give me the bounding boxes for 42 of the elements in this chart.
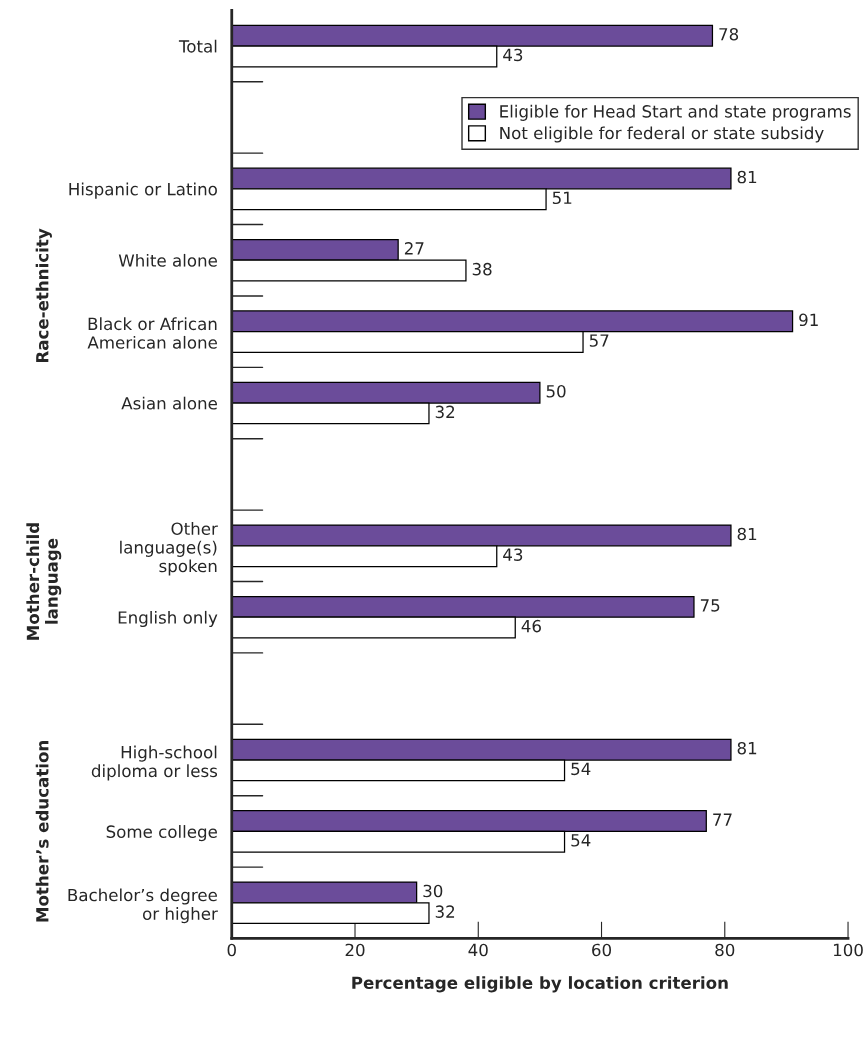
legend-label: Eligible for Head Start and state programs bbox=[500, 104, 851, 121]
x-tick-label: 40 bbox=[468, 943, 488, 957]
y-tick-label: English only bbox=[118, 610, 218, 628]
data-label: 43 bbox=[503, 548, 523, 562]
data-label: 32 bbox=[435, 405, 455, 419]
data-label: 54 bbox=[571, 834, 591, 847]
y-tick-label: High-school diploma or less bbox=[91, 745, 218, 781]
data-label: 78 bbox=[719, 27, 739, 41]
x-tick-label: 60 bbox=[592, 943, 612, 957]
data-label: 57 bbox=[589, 334, 609, 347]
y-tick-label: Black or African American alone bbox=[87, 317, 217, 349]
y-tick-label: Other language(s) spoken bbox=[120, 522, 218, 576]
data-label: 32 bbox=[435, 905, 455, 918]
data-label: 38 bbox=[472, 262, 492, 276]
data-label: 91 bbox=[799, 313, 818, 327]
y-tick-label: Some college bbox=[106, 825, 217, 842]
data-label: 75 bbox=[700, 599, 720, 612]
data-label: 27 bbox=[404, 242, 424, 255]
text: Mother’s education bbox=[35, 741, 49, 922]
data-label: 54 bbox=[571, 762, 591, 776]
data-label: 81 bbox=[737, 527, 757, 541]
x-axis-title: Percentage eligible by location criterion bbox=[352, 976, 728, 993]
y-tick-label: Total bbox=[178, 39, 217, 53]
text: Race-ethnicity bbox=[35, 228, 52, 363]
data-label: 81 bbox=[737, 741, 757, 755]
data-label: 43 bbox=[503, 48, 523, 62]
data-label: 50 bbox=[546, 384, 566, 398]
data-label: 77 bbox=[713, 813, 732, 826]
text: Mother-child language bbox=[26, 523, 62, 640]
y-tick-label: Bachelor’s degree or higher bbox=[68, 888, 218, 924]
x-tick-label: 20 bbox=[345, 943, 365, 957]
data-label: 30 bbox=[423, 884, 443, 898]
x-tick-label: 80 bbox=[715, 943, 735, 957]
x-tick-label: 100 bbox=[833, 943, 863, 957]
y-tick-label: White alone bbox=[118, 253, 217, 267]
y-tick-label: Asian alone bbox=[121, 396, 217, 410]
x-tick-label: 0 bbox=[227, 943, 236, 957]
data-label: 46 bbox=[521, 619, 541, 633]
y-tick-label: Hispanic or Latino bbox=[69, 182, 217, 199]
data-label: 51 bbox=[552, 191, 572, 205]
legend-label: Not eligible for federal or state subsidy bbox=[500, 126, 824, 143]
data-label: 81 bbox=[737, 170, 757, 184]
